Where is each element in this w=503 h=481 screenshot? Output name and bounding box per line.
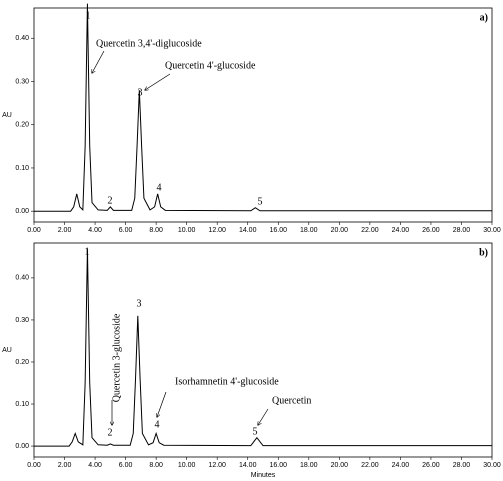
y-axis-label: AU (2, 112, 12, 119)
x-tick-label: 8.00 (149, 227, 163, 234)
x-tick-label: 14.00 (239, 462, 257, 469)
y-tick-label: 0.10 (15, 165, 29, 172)
y-tick-label: 0.00 (15, 443, 29, 450)
plot-frame (33, 7, 493, 223)
plot-frame (33, 242, 493, 458)
annotation-arrow (92, 50, 105, 73)
x-tick-label: 16.00 (270, 462, 288, 469)
panel-label: a) (480, 12, 488, 23)
x-tick-label: 30.00 (483, 462, 501, 469)
x-tick-label: 4.00 (88, 227, 102, 234)
x-axis-label: Minutes (251, 472, 276, 479)
x-tick-label: 22.00 (361, 462, 379, 469)
annotation-arrow (258, 408, 269, 425)
x-tick-label: 2.00 (58, 462, 72, 469)
y-axis-label: AU (2, 347, 12, 354)
y-tick-label: 0.30 (15, 317, 29, 324)
trace (34, 248, 492, 447)
x-tick-label: 26.00 (422, 462, 440, 469)
x-tick-label: 24.00 (392, 227, 410, 234)
y-tick-label: 0.20 (15, 359, 29, 366)
annotation: Quercetin 3-glucoside (111, 313, 122, 402)
peak-label: 3 (137, 298, 142, 309)
peak-label: 5 (258, 196, 263, 207)
x-tick-label: 28.00 (453, 462, 471, 469)
peak-label: 3 (138, 87, 143, 98)
x-tick-label: 4.00 (88, 462, 102, 469)
annotation-arrow (145, 73, 171, 90)
annotation-arrow (157, 391, 167, 417)
x-tick-label: 6.00 (119, 462, 133, 469)
annotation: Quercetin (272, 395, 311, 406)
x-tick-label: 12.00 (208, 227, 226, 234)
x-tick-label: 18.00 (300, 227, 318, 234)
peak-label: 4 (155, 419, 160, 430)
annotation: Isorhamnetin 4'-glucoside (175, 376, 279, 387)
peak-label: 2 (108, 427, 113, 438)
x-tick-label: 8.00 (149, 462, 163, 469)
peak-label: 1 (85, 246, 90, 257)
annotation: Quercetin 4'-glucoside (165, 60, 256, 71)
x-tick-label: 10.00 (178, 227, 196, 234)
x-tick-label: 26.00 (422, 227, 440, 234)
x-tick-label: 18.00 (300, 462, 318, 469)
x-tick-label: 24.00 (392, 462, 410, 469)
y-tick-label: 0.10 (15, 401, 29, 408)
y-tick-label: 0.20 (15, 122, 29, 129)
x-tick-label: 16.00 (270, 227, 288, 234)
y-tick-label: 0.00 (15, 208, 29, 215)
peak-label: 4 (157, 182, 162, 193)
x-tick-label: 6.00 (119, 227, 133, 234)
x-tick-label: 20.00 (331, 462, 349, 469)
y-tick-label: 0.40 (15, 35, 29, 42)
x-tick-label: 14.00 (239, 227, 257, 234)
peak-label: 1 (86, 10, 91, 21)
x-tick-label: 10.00 (178, 462, 196, 469)
x-tick-label: 22.00 (361, 227, 379, 234)
panel-label: b) (479, 247, 488, 258)
y-tick-label: 0.30 (15, 78, 29, 85)
annotation: Quercetin 3,4'-diglucoside (96, 38, 202, 49)
peak-label: 5 (253, 426, 258, 437)
x-tick-label: 0.00 (27, 462, 41, 469)
x-tick-label: 2.00 (58, 227, 72, 234)
x-tick-label: 30.00 (483, 227, 501, 234)
x-tick-label: 12.00 (208, 462, 226, 469)
y-tick-label: 0.40 (15, 275, 29, 282)
x-tick-label: 0.00 (27, 227, 41, 234)
trace (34, 3, 492, 212)
peak-label: 2 (108, 195, 113, 206)
x-tick-label: 20.00 (331, 227, 349, 234)
x-tick-label: 28.00 (453, 227, 471, 234)
